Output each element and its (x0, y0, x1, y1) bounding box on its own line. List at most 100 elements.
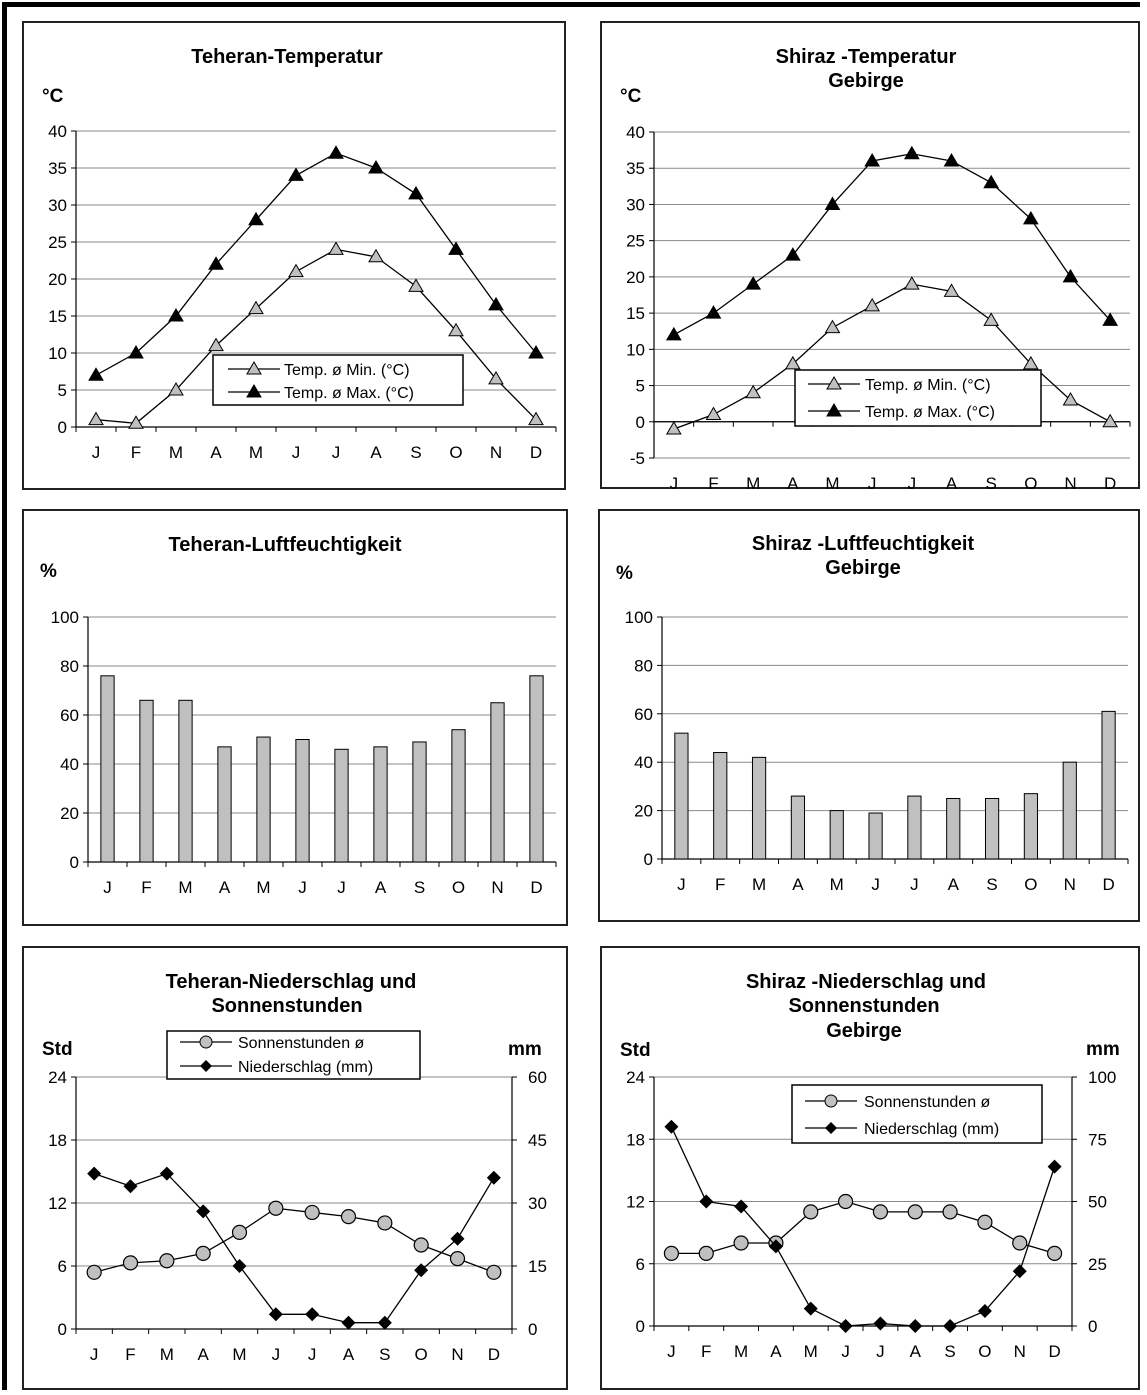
x-tick-label: A (210, 443, 222, 462)
bar (829, 810, 844, 860)
data-point-triangle-open (168, 382, 184, 396)
x-tick-label: M (232, 1345, 246, 1364)
data-point-circle (268, 1200, 284, 1216)
data-point-triangle-open (903, 276, 920, 290)
data-point-circle (698, 1245, 714, 1261)
y-tick-label: 0 (636, 413, 645, 432)
bar (751, 756, 767, 860)
bar (451, 729, 466, 863)
data-point-circle (803, 1204, 819, 1220)
y-tick-label: 20 (48, 270, 67, 289)
bar (946, 798, 961, 860)
series-line (95, 248, 537, 424)
data-point-triangle-filled (784, 247, 801, 261)
data-point-triangle-open (328, 241, 344, 255)
x-tick-label: J (92, 443, 101, 462)
x-tick-label: S (985, 474, 996, 493)
data-point-diamond (232, 1259, 247, 1273)
y-tick-label: 25 (48, 233, 67, 252)
data-point-diamond (664, 1119, 679, 1134)
y-tick-label: 30 (626, 195, 645, 214)
legend-marker-triangle-filled (826, 403, 842, 417)
bar (713, 752, 728, 860)
x-tick-label: M (830, 875, 844, 894)
bar (1101, 710, 1116, 860)
data-point-triangle-open (665, 421, 682, 435)
legend-label-max: Temp. ø Max. (°C) (284, 385, 414, 402)
shiraz-temperature-chart: Shiraz -Temperatur Gebirge °C -5 0 5 10 15 20… (620, 46, 1131, 493)
data-point-triangle-open (784, 355, 801, 370)
x-tick-label: M (160, 1345, 174, 1364)
y-tick-label: 100 (51, 608, 79, 627)
legend: Sonnenstunden ø Niederschlag (mm) (166, 1030, 421, 1080)
y2-tick-label: 25 (1088, 1255, 1107, 1274)
bar (1023, 793, 1039, 860)
bar (868, 812, 883, 860)
chart-title: Shiraz -Niederschlag und (746, 971, 986, 993)
x-tick-label: J (667, 1342, 676, 1361)
data-point-triangle-filled (208, 256, 224, 270)
data-point-triangle-open (128, 415, 144, 429)
y-tick-label: 12 (626, 1193, 645, 1212)
teheran-humidity-chart: Teheran-Luftfeuchtigkeit % 0 20 40 60 80 100 J… (40, 534, 557, 897)
data-point-triangle-filled (248, 211, 264, 226)
data-point-triangle-open (88, 411, 104, 426)
x-tick-label: A (370, 443, 382, 462)
x-tick-label: S (379, 1345, 390, 1364)
series-line (95, 152, 537, 376)
data-point-diamond (450, 1231, 465, 1246)
x-tick-label: J (103, 878, 112, 897)
plot-area: 0 5 10 15 20 25 30 35 40 J F M A M J J A S O N D (48, 122, 557, 462)
x-tick-label: M (249, 443, 263, 462)
x-tick-label: J (677, 875, 686, 894)
data-point-diamond (159, 1166, 174, 1181)
data-point-diamond (196, 1204, 211, 1219)
teheran-temperature-chart: Teheran-Temperatur °C 0 5 10 15 20 25 30 35 40 J F… (42, 46, 557, 462)
data-point-triangle-filled (665, 326, 682, 341)
data-point-diamond (803, 1301, 818, 1316)
plot-area: 0 20 40 60 80 100 J F M A M J J A S O N D (51, 608, 557, 897)
data-point-triangle-open (448, 322, 464, 337)
shiraz-humidity-chart: Shiraz -Luftfeuchtigkeit Gebirge % 0 20 40… (616, 533, 1129, 894)
x-tick-label: N (1064, 875, 1076, 894)
y2-tick-label: 50 (1088, 1193, 1107, 1212)
data-point-triangle-open (1062, 392, 1079, 406)
data-point-circle (340, 1209, 357, 1225)
data-point-triangle-open (368, 248, 384, 263)
data-point-triangle-open (1102, 413, 1119, 428)
bar (139, 699, 154, 863)
x-tick-label: J (337, 878, 346, 897)
data-point-triangle-open (943, 283, 960, 297)
data-point-triangle-filled (864, 152, 881, 167)
y2-tick-label: 100 (1088, 1068, 1116, 1087)
chart-subtitle: Gebirge (825, 557, 901, 579)
bar (217, 746, 232, 863)
series-line (671, 1200, 1055, 1255)
y-tick-label: 10 (626, 340, 645, 359)
bar (674, 732, 689, 860)
x-tick-label: O (452, 878, 465, 897)
data-point-circle (907, 1204, 923, 1220)
shiraz-precip-sun-chart: Shiraz -Niederschlag und Sonnenstunden G… (620, 971, 1120, 1361)
y2-tick-label: 30 (528, 1194, 547, 1213)
x-tick-label: J (841, 1342, 850, 1361)
data-point-diamond (341, 1315, 356, 1330)
legend: Sonnenstunden ø Niederschlag (mm) (791, 1084, 1043, 1144)
data-point-diamond (377, 1315, 392, 1330)
data-point-circle (413, 1237, 429, 1253)
data-point-circle (942, 1204, 958, 1220)
data-point-circle (837, 1193, 854, 1210)
y-tick-label: 30 (48, 196, 67, 215)
y-axis-label: Std (42, 1039, 73, 1060)
x-tick-label: A (910, 1342, 922, 1361)
legend-label-precip: Niederschlag (mm) (864, 1121, 999, 1138)
y-axis-label: % (40, 561, 57, 582)
y-tick-label: 40 (626, 123, 645, 142)
x-tick-label: D (1104, 474, 1116, 493)
data-point-triangle-open (1022, 355, 1039, 370)
bar (790, 795, 806, 860)
x-tick-label: O (449, 443, 462, 462)
chart-title: Teheran-Temperatur (191, 46, 383, 68)
data-point-diamond (908, 1319, 923, 1333)
